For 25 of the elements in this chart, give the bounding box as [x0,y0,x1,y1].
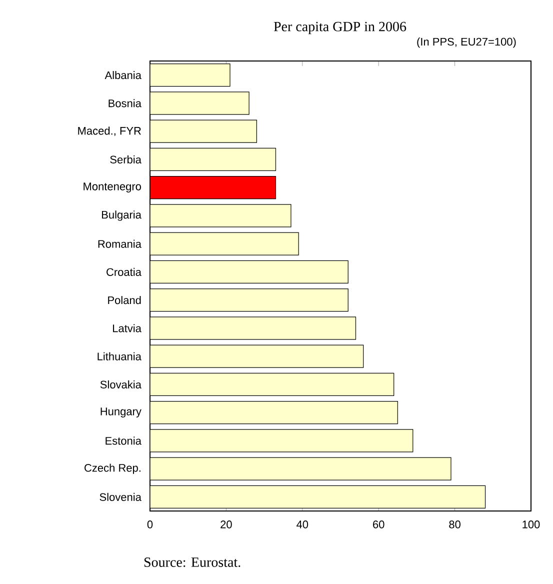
y-tick-label: Estonia [106,436,142,445]
y-tick-label: Lithuania [98,352,142,360]
y-tick-label: Albania [104,71,142,80]
x-tick-label: 40 [296,520,308,528]
chart-title: Per capita GDP in 2006 [274,22,406,34]
x-tick-label: 20 [220,520,232,528]
y-tick-label: Maced., FYR [78,126,141,136]
y-tick-label: Montenegro [84,182,141,192]
y-tick-label: Romania [98,240,142,248]
x-tick-label: 80 [449,520,460,528]
y-tick-label: Bulgaria [102,210,142,221]
text: (In PPS, EU27=100) [417,38,516,48]
y-tick-label: Slovakia [100,380,142,388]
y-tick-label: Bosnia [108,99,142,108]
y-tick-label: Croatia [106,268,142,276]
y-tick-label: Slovenia [100,492,142,501]
source-note: Source: Eurostat. [144,558,240,567]
y-tick-label: Poland [108,296,141,304]
y-tick-label: Hungary [100,408,142,418]
y-tick-label: Latvia [113,324,142,332]
x-tick-label: 100 [522,520,540,528]
y-tick-label: Czech Rep. [84,464,140,474]
x-tick-label: 0 [147,520,153,528]
y-tick-label: Serbia [110,155,142,164]
x-tick-label: 60 [373,520,384,528]
